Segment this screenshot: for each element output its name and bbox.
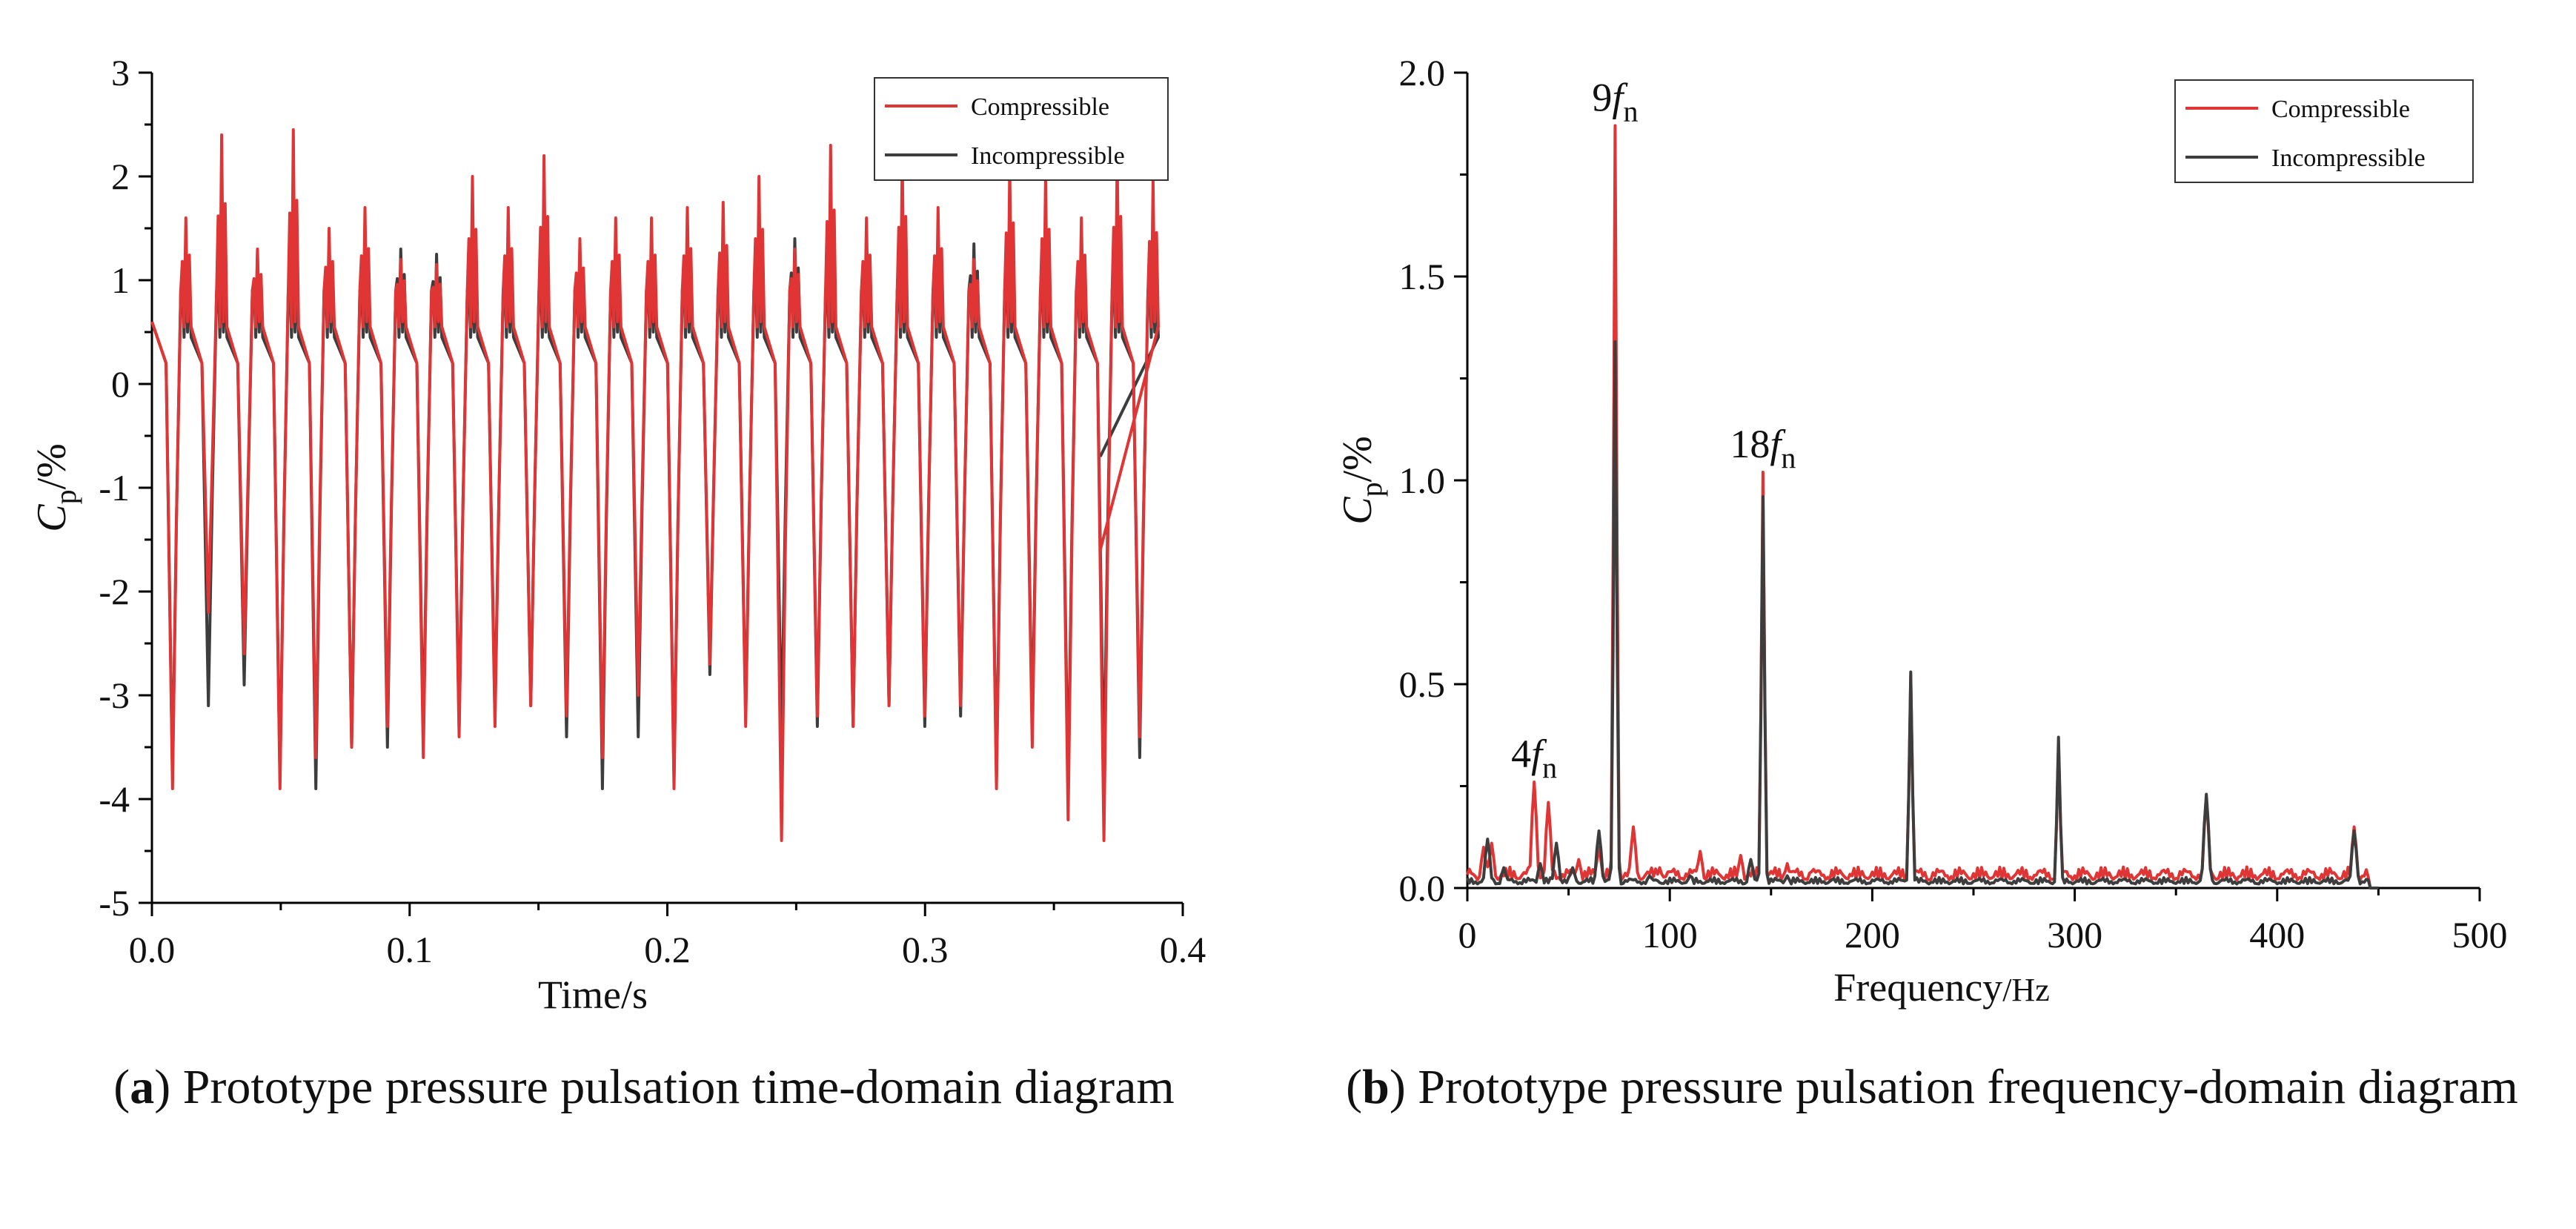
y-tick-label: 2 xyxy=(111,156,130,197)
y-axis-label-unit: /% xyxy=(1335,436,1381,482)
y-tick-label: -4 xyxy=(99,778,130,820)
y-tick-label: 2.0 xyxy=(1399,52,1446,93)
x-tick-label: 300 xyxy=(2047,914,2102,955)
y-tick-label: 1 xyxy=(111,259,130,301)
frequency-domain-chart: 0 100 200 300 400 500 0.0 0.5 1.0 1.5 2.0 Cp/% Frequ… xyxy=(1335,52,2508,1010)
legend-label-compressible: Compressible xyxy=(2271,96,2410,123)
annotation-subscript: n xyxy=(1542,751,1557,784)
y-tick-label: -2 xyxy=(99,571,130,612)
harmonic-annotation-9: 9fn xyxy=(1592,76,1638,128)
caption-b: (b) Prototype pressure pulsation frequen… xyxy=(1346,1060,2518,1114)
annotation-multiplier: 9 xyxy=(1592,76,1612,120)
x-tick-label: 0.2 xyxy=(644,929,691,970)
y-axis-label: Cp/% xyxy=(1335,436,1388,525)
x-tick-label: 0.0 xyxy=(129,929,176,970)
y-tick-label: 0.0 xyxy=(1399,867,1446,909)
x-axis-label: Time/s xyxy=(538,973,648,1017)
legend-label-incompressible: Incompressible xyxy=(971,142,1125,170)
y-axis-label-symbol: C xyxy=(29,504,75,532)
y-tick-label: 1.5 xyxy=(1399,256,1446,297)
annotation-subscript: n xyxy=(1781,441,1796,474)
x-tick-label: 0.3 xyxy=(902,929,949,970)
caption-a: (a) Prototype pressure pulsation time-do… xyxy=(113,1060,1175,1114)
caption-b-letter: b xyxy=(1362,1060,1390,1114)
caption-a-text: Prototype pressure pulsation time-domain… xyxy=(170,1060,1175,1114)
y-tick-label: 3 xyxy=(111,52,130,93)
x-tick-label: 0.4 xyxy=(1160,929,1206,970)
y-tick-label: 0 xyxy=(111,363,130,405)
annotation-multiplier: 4 xyxy=(1511,732,1531,776)
series-compressible-line xyxy=(1466,124,2379,890)
y-tick-label: -3 xyxy=(99,675,130,716)
series-compressible-line xyxy=(150,128,1160,842)
harmonic-annotation-18: 18fn xyxy=(1730,422,1796,474)
y-axis-label-symbol: C xyxy=(1335,497,1381,525)
x-axis-label-unit: /Hz xyxy=(2002,972,2050,1008)
caption-a-letter: a xyxy=(130,1060,155,1114)
caption-b-text: Prototype pressure pulsation frequency-d… xyxy=(1405,1060,2518,1114)
x-tick-label: 0 xyxy=(1458,914,1477,955)
x-axis-label-main: Frequency xyxy=(1833,965,2002,1010)
y-axis-label: Cp/% xyxy=(29,443,82,532)
y-tick-label: 0.5 xyxy=(1399,663,1446,705)
legend-label-compressible: Compressible xyxy=(971,93,1109,121)
y-tick-label: -5 xyxy=(99,882,130,924)
x-tick-label: 200 xyxy=(1845,914,1900,955)
annotation-subscript: n xyxy=(1623,95,1638,128)
y-axis-label-subscript: p xyxy=(49,489,82,504)
y-tick-label: 1.0 xyxy=(1399,460,1446,501)
x-tick-label: 0.1 xyxy=(387,929,434,970)
legend-box xyxy=(874,77,1169,181)
series-incompressible-line xyxy=(1466,340,2379,890)
y-axis-label-subscript: p xyxy=(1355,482,1388,497)
figure-canvas: 0.0 0.1 0.2 0.3 0.4-5-4-3-2-10123Cp/%Time/sC… xyxy=(29,52,2508,1017)
legend-label-incompressible: Incompressible xyxy=(2271,145,2426,172)
y-tick-label: -1 xyxy=(99,467,130,509)
x-tick-label: 400 xyxy=(2249,914,2305,955)
x-tick-label: 500 xyxy=(2452,914,2508,955)
y-axis-label-unit: /% xyxy=(29,443,75,489)
x-tick-label: 100 xyxy=(1642,914,1698,955)
time-domain-chart: 0.0 0.1 0.2 0.3 0.4 -5 -4 -3 -2 -1 0 1 2 3 Cp/% Time/s C… xyxy=(29,52,1206,1017)
annotation-multiplier: 18 xyxy=(1730,422,1770,466)
x-axis-label: Frequency/Hz xyxy=(1833,965,2049,1010)
legend-box xyxy=(2174,79,2474,183)
harmonic-annotation-4: 4fn xyxy=(1511,732,1557,784)
